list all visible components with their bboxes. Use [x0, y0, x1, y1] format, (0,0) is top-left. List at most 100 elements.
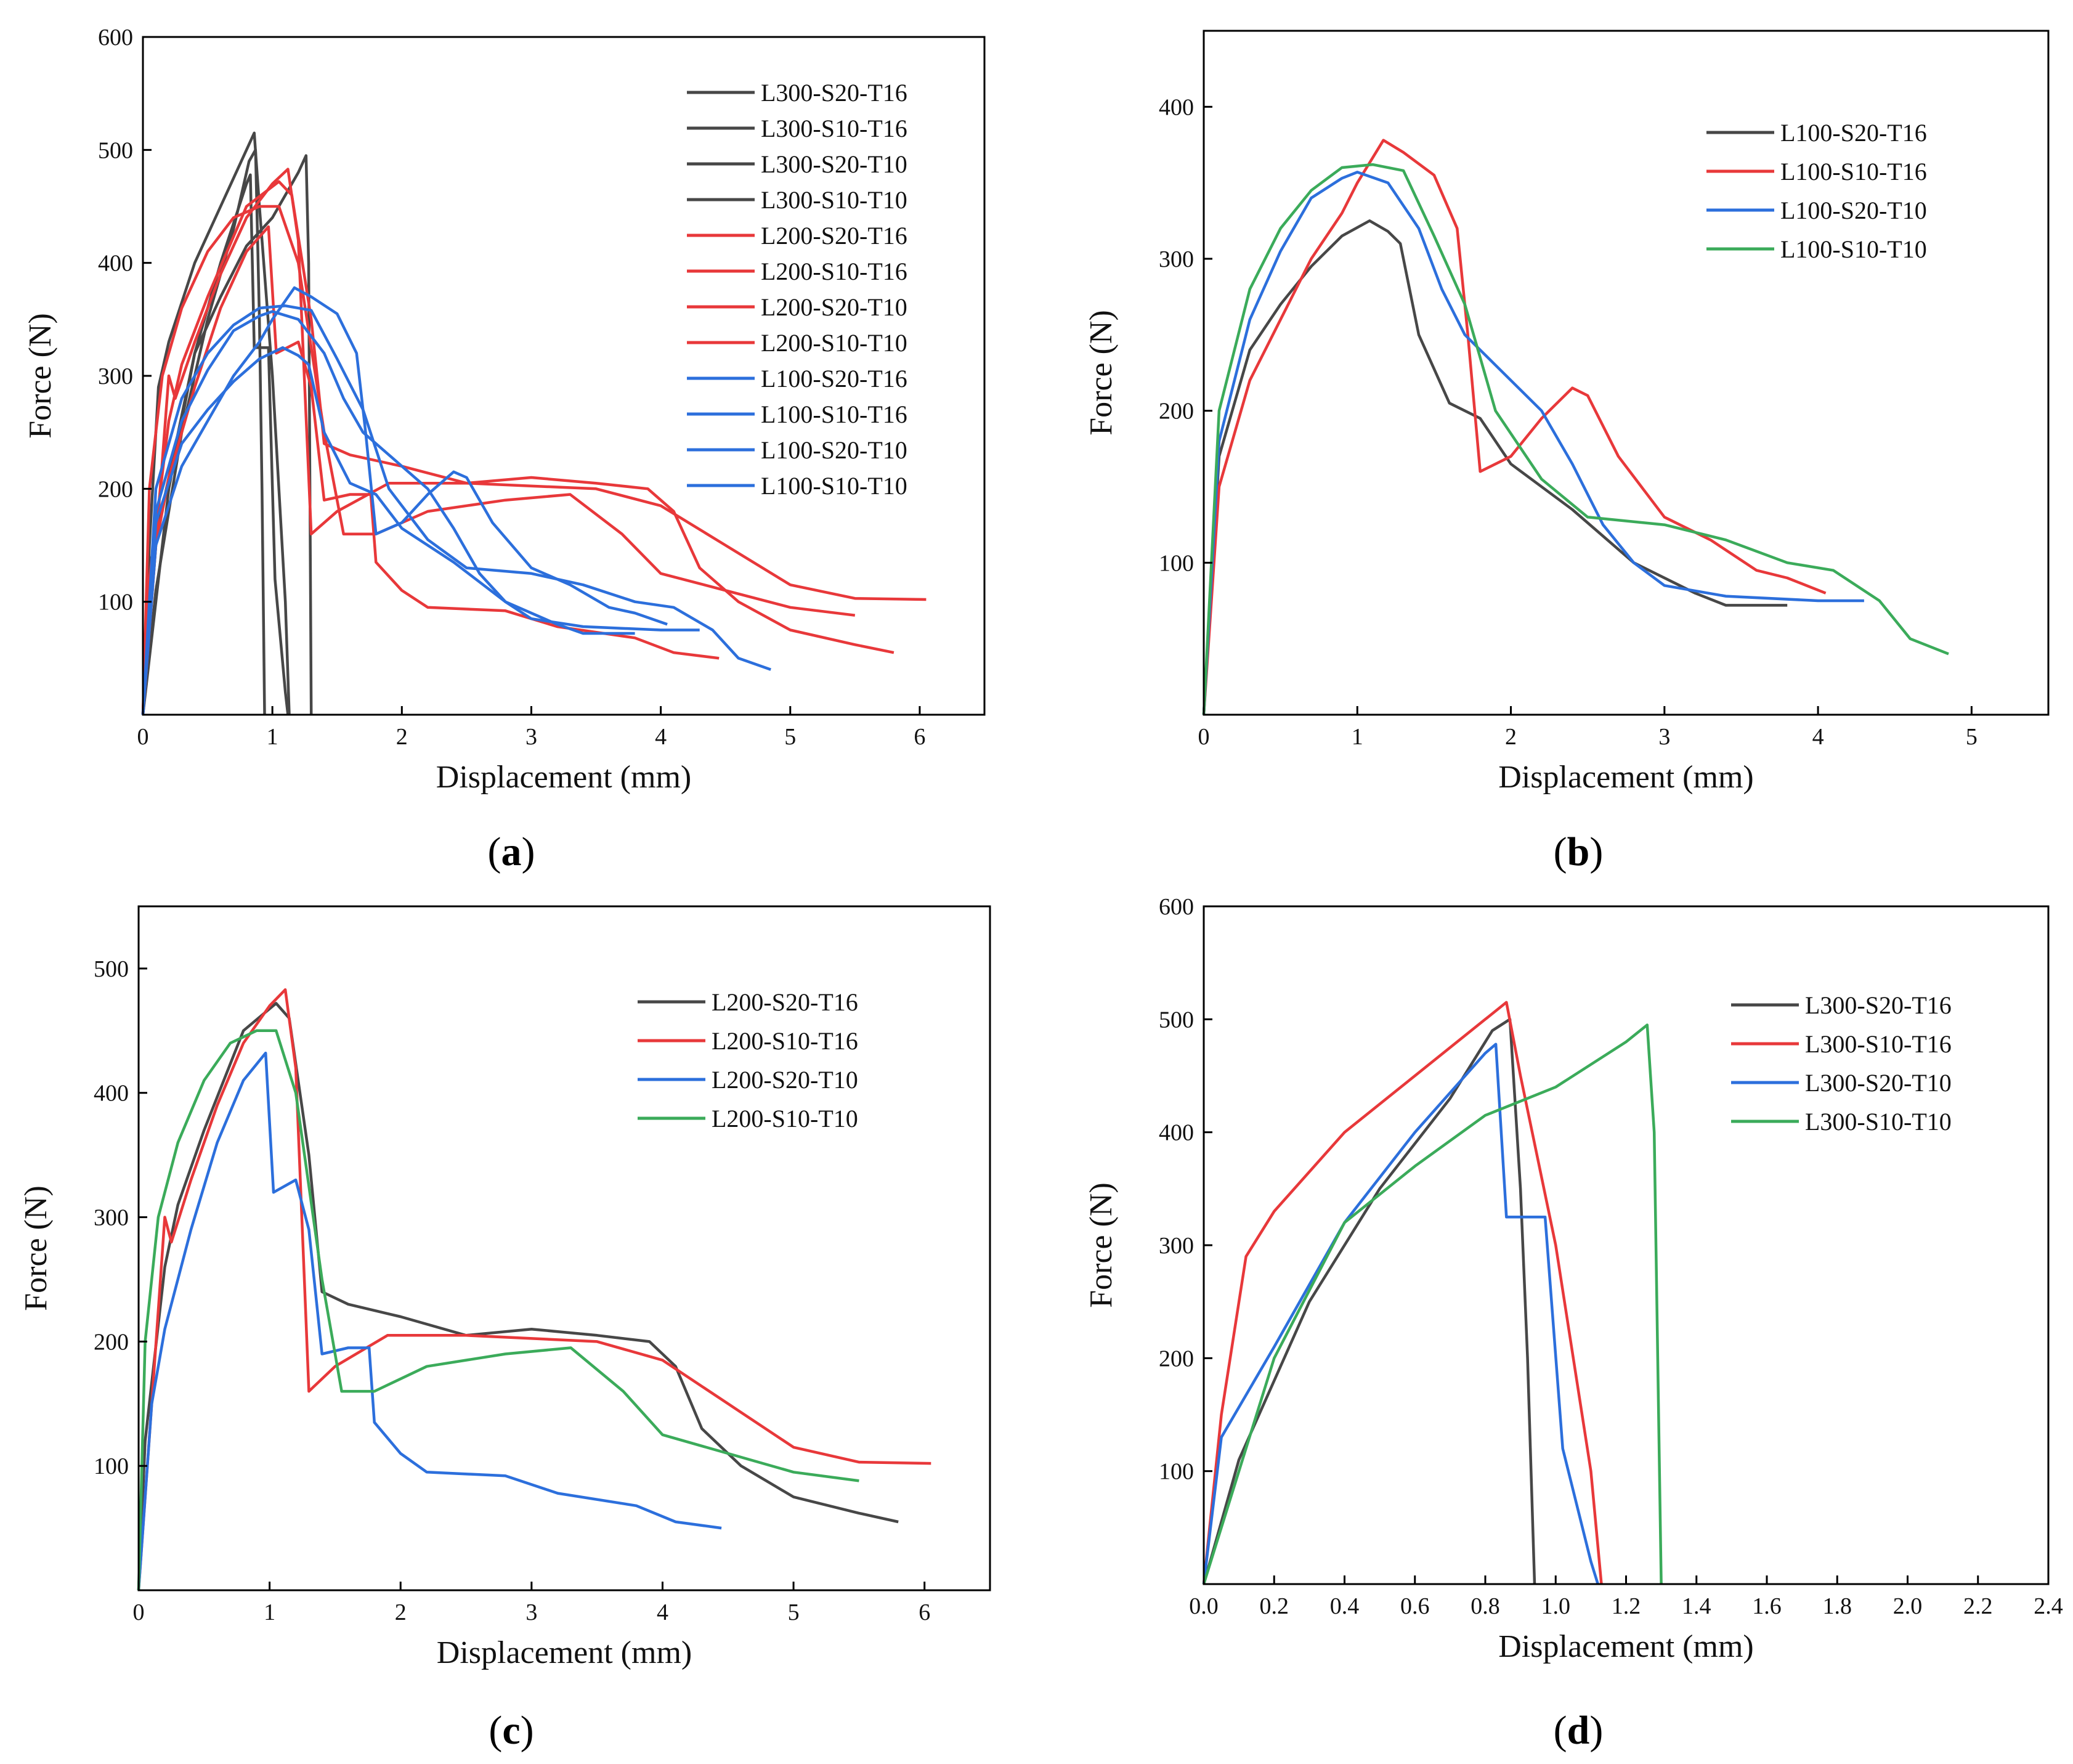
legend-label: L200-S10-T10	[761, 329, 907, 357]
series-line-l100-s10-t16	[141, 286, 668, 715]
y-tick-label: 200	[1159, 1346, 1194, 1372]
y-tick-label: 500	[98, 137, 133, 163]
series-line-l100-s10-t10	[1202, 163, 1949, 715]
legend-label: L300-S10-T16	[761, 115, 907, 142]
legend-label: L300-S10-T10	[1805, 1108, 1952, 1136]
series-line-l200-s10-t10	[137, 1029, 859, 1591]
x-tick-label: 0.0	[1189, 1593, 1219, 1619]
x-tick-label: 2	[1505, 724, 1517, 750]
y-axis-title: Force (N)	[18, 1185, 54, 1311]
y-tick-label: 400	[98, 251, 133, 277]
legend-label: L300-S20-T10	[761, 150, 907, 178]
caption-c: (c)	[489, 1708, 534, 1753]
x-tick-label: 0	[133, 1599, 145, 1625]
series-line-l100-s20-t10	[1202, 171, 1864, 715]
y-tick-label: 300	[94, 1205, 129, 1231]
y-axis-title: Force (N)	[1084, 310, 1119, 436]
series-line-l100-s20-t10	[141, 310, 700, 715]
x-tick-label: 2.2	[1963, 1593, 1993, 1619]
series-line-l300-s20-t10	[1202, 1043, 1599, 1585]
y-tick-label: 100	[1159, 550, 1194, 576]
y-axis-title: Force (N)	[23, 313, 58, 439]
x-tick-label: 5	[784, 724, 796, 750]
x-tick-label: 3	[1658, 724, 1670, 750]
series-line-l300-s20-t16	[1202, 1018, 1536, 1585]
y-tick-label: 200	[98, 476, 133, 502]
y-axis-title: Force (N)	[1084, 1182, 1119, 1308]
x-tick-label: 1	[267, 724, 278, 750]
legend-label: L300-S20-T10	[1805, 1069, 1952, 1097]
series-line-l100-s20-t16	[1202, 219, 1788, 715]
legend-label: L100-S20-T10	[761, 436, 907, 464]
y-tick-label: 200	[94, 1329, 129, 1355]
y-tick-label: 200	[1159, 399, 1194, 425]
legend-label: L100-S20-T16	[1780, 119, 1927, 147]
x-tick-label: 1.2	[1612, 1593, 1641, 1619]
y-tick-label: 600	[98, 25, 133, 51]
x-tick-label: 0	[1198, 724, 1210, 750]
legend-label: L300-S10-T10	[761, 186, 907, 214]
series-line-l200-s10-t10	[141, 205, 856, 715]
x-tick-label: 0	[137, 724, 149, 750]
x-tick-label: 2	[396, 724, 408, 750]
series-line-l200-s20-t10	[141, 225, 720, 715]
x-tick-label: 1.4	[1682, 1593, 1711, 1619]
chart-panel-b: 0 1 2 3 4 5 100 200 300 400 Displacement (mm) Force…	[1036, 0, 2073, 882]
y-tick-label: 300	[1159, 1233, 1194, 1259]
x-tick-label: 0.2	[1260, 1593, 1289, 1619]
legend-label: L100-S20-T10	[1780, 197, 1927, 224]
x-tick-label: 5	[1966, 724, 1978, 750]
legend-label: L200-S20-T16	[761, 222, 907, 250]
y-tick-label: 400	[1159, 1120, 1194, 1146]
series-line-l200-s10-t16	[141, 168, 927, 715]
x-tick-label: 0.6	[1400, 1593, 1430, 1619]
caption-b: (b)	[1553, 829, 1604, 874]
x-tick-label: 1	[264, 1599, 275, 1625]
x-tick-label: 2.0	[1893, 1593, 1923, 1619]
plot-frame	[137, 905, 991, 1591]
series-line-l100-s10-t10	[141, 304, 771, 715]
chart-a-svg: 0 1 2 3 4 5 6 100 200 300 400 500 600 Displacement (m…	[23, 25, 986, 795]
legend-label: L100-S10-T10	[1780, 235, 1927, 263]
legend-label: L200-S10-T16	[712, 1027, 858, 1055]
x-axis-title: Displacement (mm)	[1498, 1629, 1753, 1664]
legend-label: L100-S10-T16	[1780, 158, 1927, 185]
y-tick-label: 600	[1159, 894, 1194, 920]
x-tick-label: 4	[657, 1599, 668, 1625]
series-line-l300-s10-t10	[1202, 1023, 1663, 1585]
caption-a: (a)	[487, 829, 535, 874]
y-tick-label: 100	[1159, 1459, 1194, 1485]
y-tick-label: 100	[98, 590, 133, 616]
y-tick-label: 400	[94, 1081, 129, 1107]
y-tick-label: 500	[94, 956, 129, 982]
series-line-l200-s20-t10	[137, 1051, 722, 1591]
legend-label: L100-S20-T16	[761, 365, 907, 392]
x-tick-label: 4	[1812, 724, 1824, 750]
series-line-l300-s10-t10	[141, 154, 313, 715]
x-tick-label: 0.4	[1330, 1593, 1360, 1619]
chart-c-svg: 0 1 2 3 4 5 6 100 200 300 400 500 Displacement (mm) F…	[18, 905, 991, 1670]
series-line-l100-s20-t16	[141, 346, 635, 715]
series-line-l300-s10-t16	[1202, 1001, 1603, 1585]
legend-label: L200-S20-T10	[761, 293, 907, 321]
x-tick-label: 6	[919, 1599, 930, 1625]
x-tick-label: 3	[525, 1599, 537, 1625]
plot-frame	[1203, 30, 2050, 716]
x-tick-label: 1.8	[1823, 1593, 1852, 1619]
x-tick-label: 2	[395, 1599, 407, 1625]
caption-d: (d)	[1553, 1708, 1604, 1753]
legend-label: L200-S10-T10	[712, 1105, 858, 1132]
y-tick-label: 400	[1159, 94, 1194, 120]
y-tick-label: 500	[1159, 1007, 1194, 1033]
x-tick-label: 1.0	[1541, 1593, 1571, 1619]
chart-panel-d: 0.0 0.2 0.4 0.6 0.8 1.0 1.2 1.4 1.6 1.8 2.0 2.2 2.4 1…	[1036, 882, 2073, 1764]
legend-label: L300-S10-T16	[1805, 1030, 1952, 1058]
legend-label: L100-S10-T16	[761, 400, 907, 428]
x-axis-title: Displacement (mm)	[1498, 760, 1753, 795]
y-tick-label: 300	[98, 364, 133, 389]
series-line-l300-s20-t16	[141, 148, 266, 715]
series-line-l200-s20-t16	[137, 1002, 899, 1591]
x-tick-label: 1	[1352, 724, 1363, 750]
legend-label: L200-S20-T10	[712, 1066, 858, 1094]
series-line-l200-s10-t16	[137, 988, 931, 1591]
